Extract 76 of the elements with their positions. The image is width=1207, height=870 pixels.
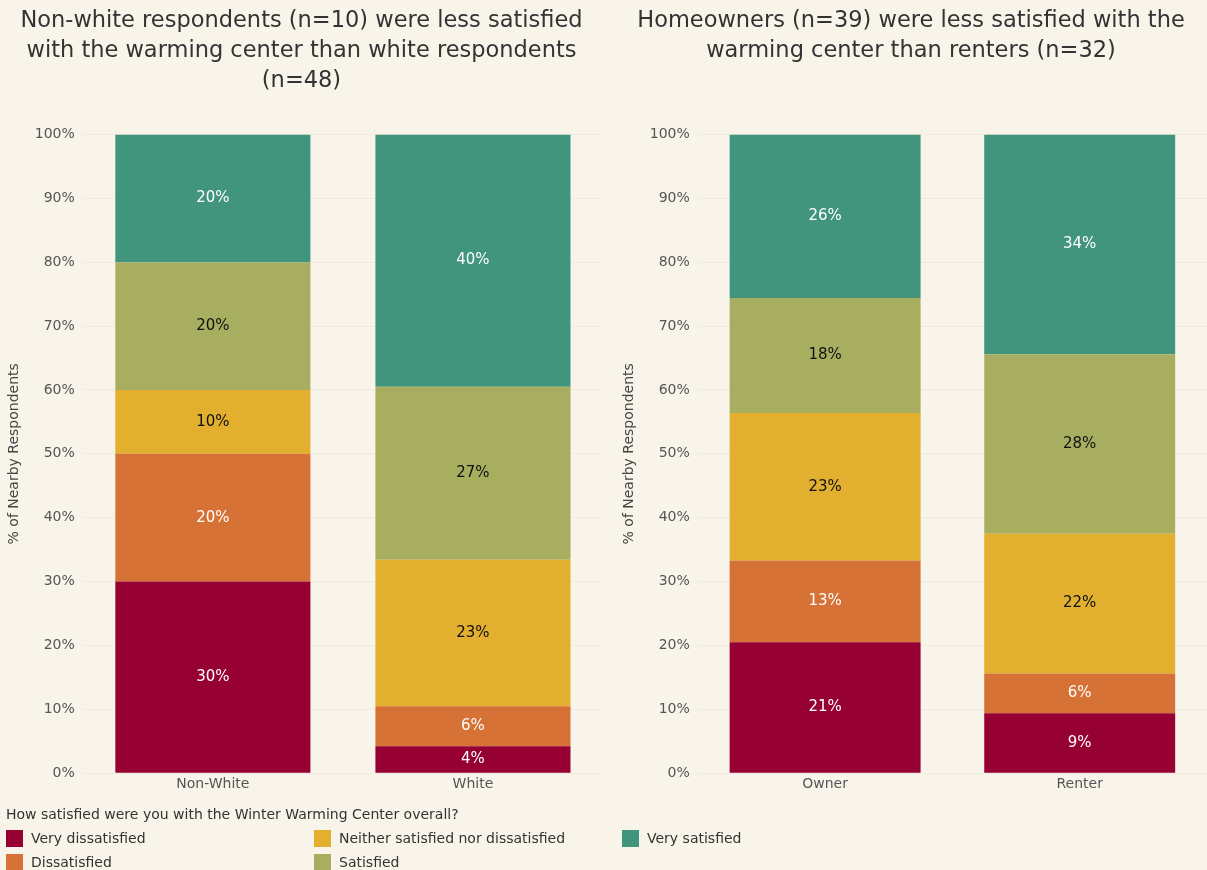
chart-title: Non-white respondents (n=10) were less satisfied with the warming center than white respondents (n=48) — [19, 5, 584, 94]
y-tick-label: 30% — [43, 572, 75, 589]
bar — [729, 412, 921, 561]
y-tick-label: 10% — [43, 699, 75, 716]
data-label: 6% — [461, 716, 485, 735]
bar — [115, 453, 311, 582]
y-tick-label: 10% — [658, 699, 690, 716]
legend-label: Very dissatisfied — [31, 830, 146, 846]
data-label: 20% — [196, 315, 230, 334]
data-label: 21% — [808, 697, 842, 716]
data-label: 23% — [456, 622, 490, 641]
data-label: 18% — [808, 345, 842, 364]
bar — [984, 533, 1176, 674]
data-label: 34% — [1063, 234, 1097, 253]
bar — [375, 559, 571, 707]
y-tick-label: 20% — [43, 636, 75, 653]
y-tick-label: 90% — [658, 188, 690, 205]
y-axis-title: % of Nearby Respondents — [620, 363, 637, 545]
data-label: 28% — [1063, 433, 1097, 452]
y-tick-label: 30% — [658, 572, 690, 589]
bar — [984, 354, 1176, 534]
y-tick-label: 60% — [658, 380, 690, 397]
bar — [375, 706, 571, 747]
y-tick-label: 100% — [649, 125, 690, 142]
bar — [729, 642, 921, 773]
y-tick-label: 50% — [658, 444, 690, 461]
y-tick-label: 80% — [43, 252, 75, 269]
bar — [984, 713, 1176, 773]
chart-title: Homeowners (n=39) were less satisfied with the warming center than renters (n=32) — [636, 5, 1186, 64]
data-label: 30% — [196, 667, 230, 686]
data-label: 13% — [808, 591, 842, 610]
bar — [984, 134, 1176, 355]
legend-title: How satisfied were you with the Winter Warming Center overall? — [6, 806, 460, 822]
bar — [375, 386, 571, 560]
data-label: 22% — [1063, 593, 1097, 612]
y-tick-label: 40% — [43, 508, 75, 525]
data-label: 9% — [1067, 732, 1092, 751]
legend-label: Neither satisfied nor dissatisfied — [339, 830, 566, 846]
y-tick-label: 90% — [43, 188, 75, 205]
bar — [729, 560, 921, 643]
bar — [375, 134, 571, 387]
x-tick-label: White — [452, 775, 494, 792]
y-tick-label: 70% — [43, 316, 75, 333]
bar — [375, 746, 571, 773]
bar — [115, 389, 311, 454]
y-tick-label: 100% — [34, 125, 75, 142]
data-label: 4% — [461, 749, 485, 768]
data-label: 26% — [808, 206, 842, 225]
y-tick-label: 0% — [52, 763, 75, 780]
x-tick-label: Owner — [802, 775, 849, 792]
x-tick-label: Renter — [1056, 775, 1104, 792]
data-label: 10% — [196, 411, 230, 430]
x-tick-label: Non-White — [176, 775, 250, 792]
bar — [115, 262, 311, 390]
legend-label: Dissatisfied — [31, 854, 112, 870]
y-tick-label: 0% — [667, 763, 690, 780]
bar — [729, 134, 921, 298]
data-label: 20% — [196, 507, 230, 526]
y-tick-label: 80% — [658, 252, 690, 269]
bar — [115, 134, 311, 263]
data-label: 40% — [456, 250, 490, 269]
y-tick-label: 40% — [658, 508, 690, 525]
legend-label: Satisfied — [339, 854, 400, 870]
y-tick-label: 20% — [658, 636, 690, 653]
data-label: 6% — [1067, 683, 1092, 702]
bar — [729, 297, 921, 413]
y-tick-label: 70% — [658, 316, 690, 333]
bar — [115, 581, 311, 773]
data-label: 27% — [456, 463, 490, 482]
y-tick-label: 50% — [43, 444, 75, 461]
y-tick-label: 60% — [43, 380, 75, 397]
bar — [984, 673, 1176, 714]
y-axis-title: % of Nearby Respondents — [5, 363, 22, 545]
data-label: 23% — [808, 476, 842, 495]
data-label: 20% — [196, 188, 230, 207]
legend-label: Very satisfied — [647, 830, 742, 846]
